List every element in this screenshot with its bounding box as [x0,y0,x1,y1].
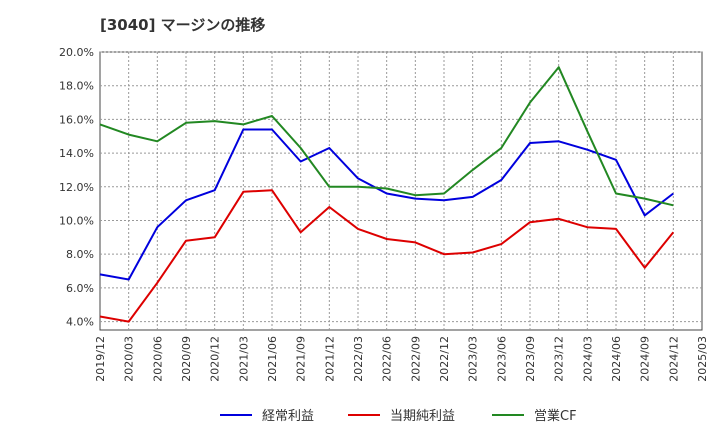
x-tick-label: 2025/03 [696,336,709,382]
x-tick-label: 2021/12 [323,336,336,382]
x-tick-label: 2020/09 [180,336,193,382]
x-axis-tick-labels: 2019/12 2020/03 2020/06 2020/09 2020/12 2021/… [94,336,709,382]
y-tick-label: 20.0% [59,46,94,59]
x-tick-label: 2022/09 [409,336,422,382]
series-lines [99,66,675,323]
x-tick-label: 2021/09 [295,336,308,382]
x-tick-label: 2022/06 [381,336,394,382]
series-line-3 [99,66,674,207]
legend-label: 営業CF [534,408,577,424]
x-tick-label: 2024/09 [639,336,652,382]
x-tick-label: 2022/12 [438,336,451,382]
x-tick-label: 2019/12 [94,336,107,382]
legend-label: 当期純利益 [390,409,455,424]
x-tick-label: 2024/12 [667,336,680,382]
series-line-2 [99,189,675,323]
y-tick-label: 10.0% [59,214,94,227]
y-tick-label: 16.0% [59,113,94,126]
x-tick-label: 2020/03 [123,336,136,382]
x-tick-label: 2020/06 [151,336,164,382]
x-tick-label: 2022/03 [352,336,365,382]
x-tick-label: 2023/12 [553,336,566,382]
y-tick-label: 18.0% [59,80,94,93]
x-tick-label: 2024/06 [610,336,623,382]
y-tick-label: 12.0% [59,181,94,194]
y-tick-label: 4.0% [66,316,94,329]
x-tick-label: 2020/12 [209,336,222,382]
x-tick-label: 2023/03 [467,336,480,382]
legend: 経常利益 当期純利益 営業CF [220,408,577,424]
legend-label: 経常利益 [262,409,314,424]
y-tick-label: 6.0% [66,282,94,295]
x-tick-label: 2023/09 [524,336,537,382]
x-tick-label: 2024/03 [581,336,594,382]
grid-lines [100,51,702,330]
y-axis-tick-labels: 4.0% 6.0% 8.0% 10.0% 12.0% 14.0% 16.0% 18.0% 20.… [59,46,94,329]
chart-title: [3040] マージンの推移 [100,16,266,34]
x-tick-label: 2021/03 [237,336,250,382]
series-line-1 [99,128,674,281]
y-tick-label: 14.0% [59,147,94,160]
x-tick-label: 2021/06 [266,336,279,382]
y-tick-label: 8.0% [66,248,94,261]
x-tick-label: 2023/06 [495,336,508,382]
